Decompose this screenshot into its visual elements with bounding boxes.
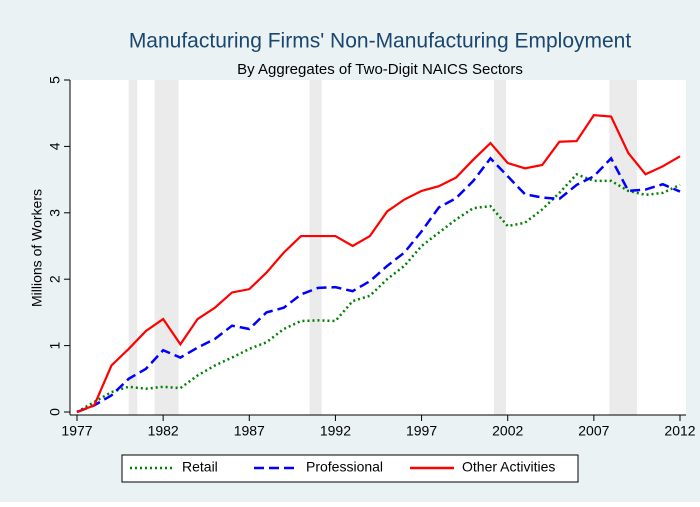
y-tick-label: 5 <box>47 76 63 84</box>
y-tick-label: 3 <box>47 209 63 217</box>
x-tick-label: 1977 <box>61 423 92 439</box>
chart-subtitle: By Aggregates of Two-Digit NAICS Sectors <box>237 61 523 78</box>
series-line <box>76 114 681 414</box>
series-line <box>76 172 681 414</box>
y-axis-label: Millions of Workers <box>29 189 45 307</box>
y-tick-label: 4 <box>47 142 63 150</box>
x-tick-label: 2012 <box>664 423 695 439</box>
recession-band <box>493 80 506 415</box>
legend-label: Retail <box>182 459 218 475</box>
recession-band <box>128 80 138 415</box>
chart-title: Manufacturing Firms' Non-Manufacturing E… <box>129 30 632 53</box>
series-line <box>76 156 681 414</box>
x-tick-label: 1987 <box>234 423 265 439</box>
y-tick-label: 0 <box>47 408 63 416</box>
y-tick-label: 2 <box>47 275 63 283</box>
legend-box <box>121 454 579 483</box>
legend-label: Professional <box>306 459 383 475</box>
x-tick-label: 2002 <box>492 423 523 439</box>
x-tick-label: 1982 <box>148 423 179 439</box>
recession-band <box>609 80 637 415</box>
x-tick-label: 1997 <box>406 423 437 439</box>
y-tick-label: 1 <box>47 341 63 349</box>
x-tick-label: 2007 <box>578 423 609 439</box>
recession-band <box>309 80 322 415</box>
recession-band <box>154 80 179 415</box>
x-tick-label: 1992 <box>320 423 351 439</box>
legend-label: Other Activities <box>462 459 555 475</box>
